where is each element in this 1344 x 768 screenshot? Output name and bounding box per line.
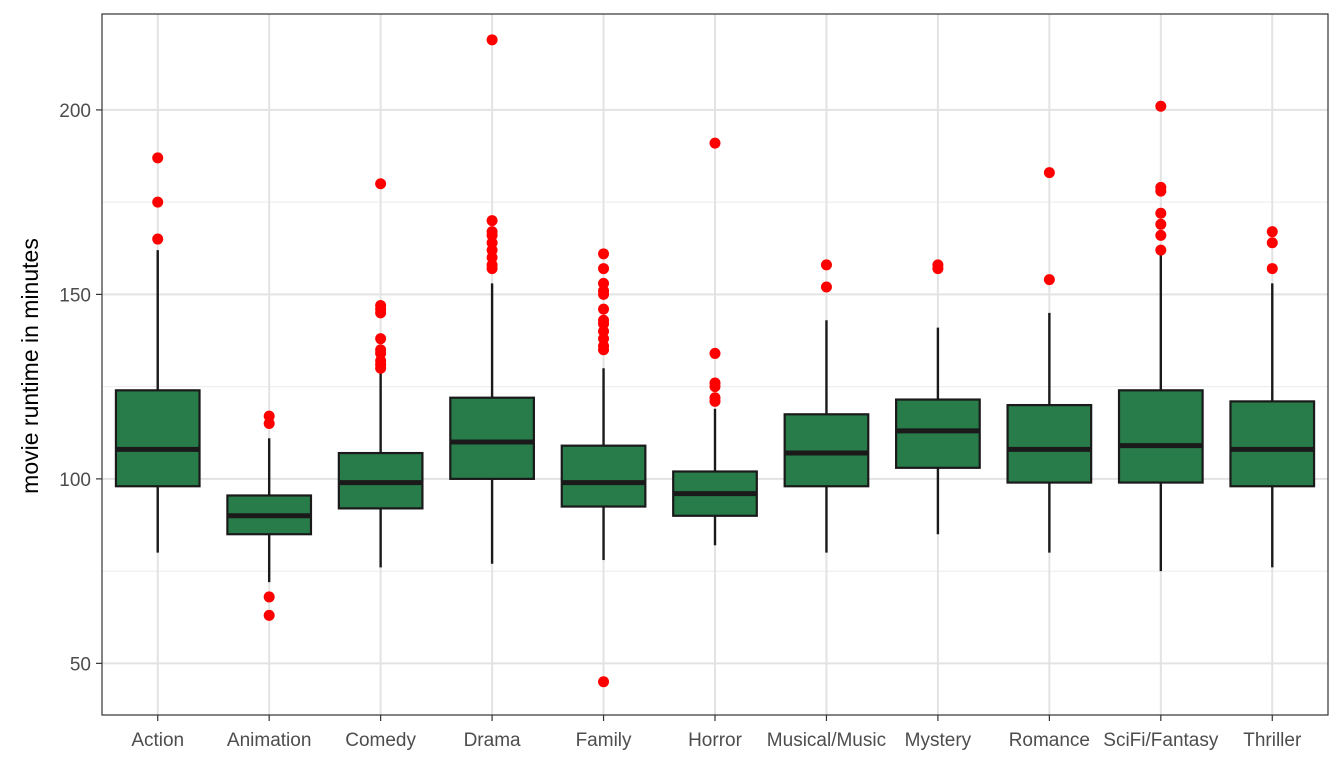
box-family <box>560 444 647 508</box>
outlier-point <box>263 591 275 603</box>
outlier-point <box>1266 263 1278 275</box>
outlier-point <box>152 233 164 245</box>
outlier-point <box>932 259 944 271</box>
outlier-point <box>375 333 387 345</box>
outlier-point <box>709 347 721 359</box>
outlier-point <box>486 215 498 227</box>
outlier-point <box>1155 100 1167 112</box>
box-action <box>114 389 201 488</box>
outlier-point <box>1266 226 1278 238</box>
outlier-point <box>1266 237 1278 249</box>
outlier-point <box>1155 207 1167 219</box>
box-drama <box>449 396 535 480</box>
x-tick-label: Thriller <box>1243 730 1302 751</box>
box-romance <box>1006 403 1093 484</box>
y-tick-label: 100 <box>59 470 91 491</box>
outlier-point <box>1155 218 1167 230</box>
outlier-point <box>152 152 164 164</box>
y-tick-label: 150 <box>59 285 91 306</box>
outlier-point <box>1043 274 1055 286</box>
outlier-point <box>486 34 498 46</box>
x-tick-label: Romance <box>1009 730 1090 751</box>
y-tick-label: 200 <box>59 101 91 122</box>
x-tick-label: Mystery <box>905 730 972 751</box>
outlier-point <box>1155 229 1167 241</box>
boxes <box>114 250 1316 583</box>
outlier-point <box>375 344 387 356</box>
outlier-point <box>709 377 721 389</box>
outlier-point <box>152 196 164 208</box>
outlier-point <box>820 259 832 271</box>
outlier-point <box>709 392 721 404</box>
outlier-point <box>598 314 610 326</box>
outlier-point <box>598 277 610 289</box>
x-tick-label: Action <box>131 730 184 751</box>
outlier-point <box>1155 181 1167 193</box>
outlier-point <box>598 248 610 260</box>
box-scifi-fantasy <box>1117 389 1204 484</box>
x-tick-label: Comedy <box>345 730 416 751</box>
outlier-point <box>375 299 387 311</box>
outlier-point <box>486 226 498 238</box>
x-tick-label: SciFi/Fantasy <box>1103 730 1219 751</box>
x-tick-label: Family <box>576 730 632 751</box>
y-axis-title: movie runtime in minutes <box>17 238 43 494</box>
box-musical-music <box>783 413 870 488</box>
y-tick-label: 50 <box>70 654 91 675</box>
outlier-point <box>820 281 832 293</box>
axes: 50 100 150 200 Action Animation Comedy Drama Fam… <box>59 101 1302 751</box>
outlier-point <box>263 609 275 621</box>
outlier-point <box>1155 244 1167 256</box>
x-tick-label: Drama <box>464 730 521 751</box>
outlier-point <box>598 303 610 315</box>
outliers <box>152 34 1278 688</box>
box-mystery <box>895 398 981 469</box>
x-tick-label: Horror <box>688 730 743 751</box>
outlier-point <box>598 263 610 275</box>
x-tick-label: Musical/Music <box>767 730 886 751</box>
outlier-point <box>598 676 610 688</box>
outlier-point <box>375 178 387 190</box>
box-thriller <box>1229 400 1316 488</box>
outlier-point <box>263 410 275 422</box>
x-tick-label: Animation <box>227 730 312 751</box>
outlier-point <box>709 137 721 149</box>
outlier-point <box>1043 167 1055 179</box>
